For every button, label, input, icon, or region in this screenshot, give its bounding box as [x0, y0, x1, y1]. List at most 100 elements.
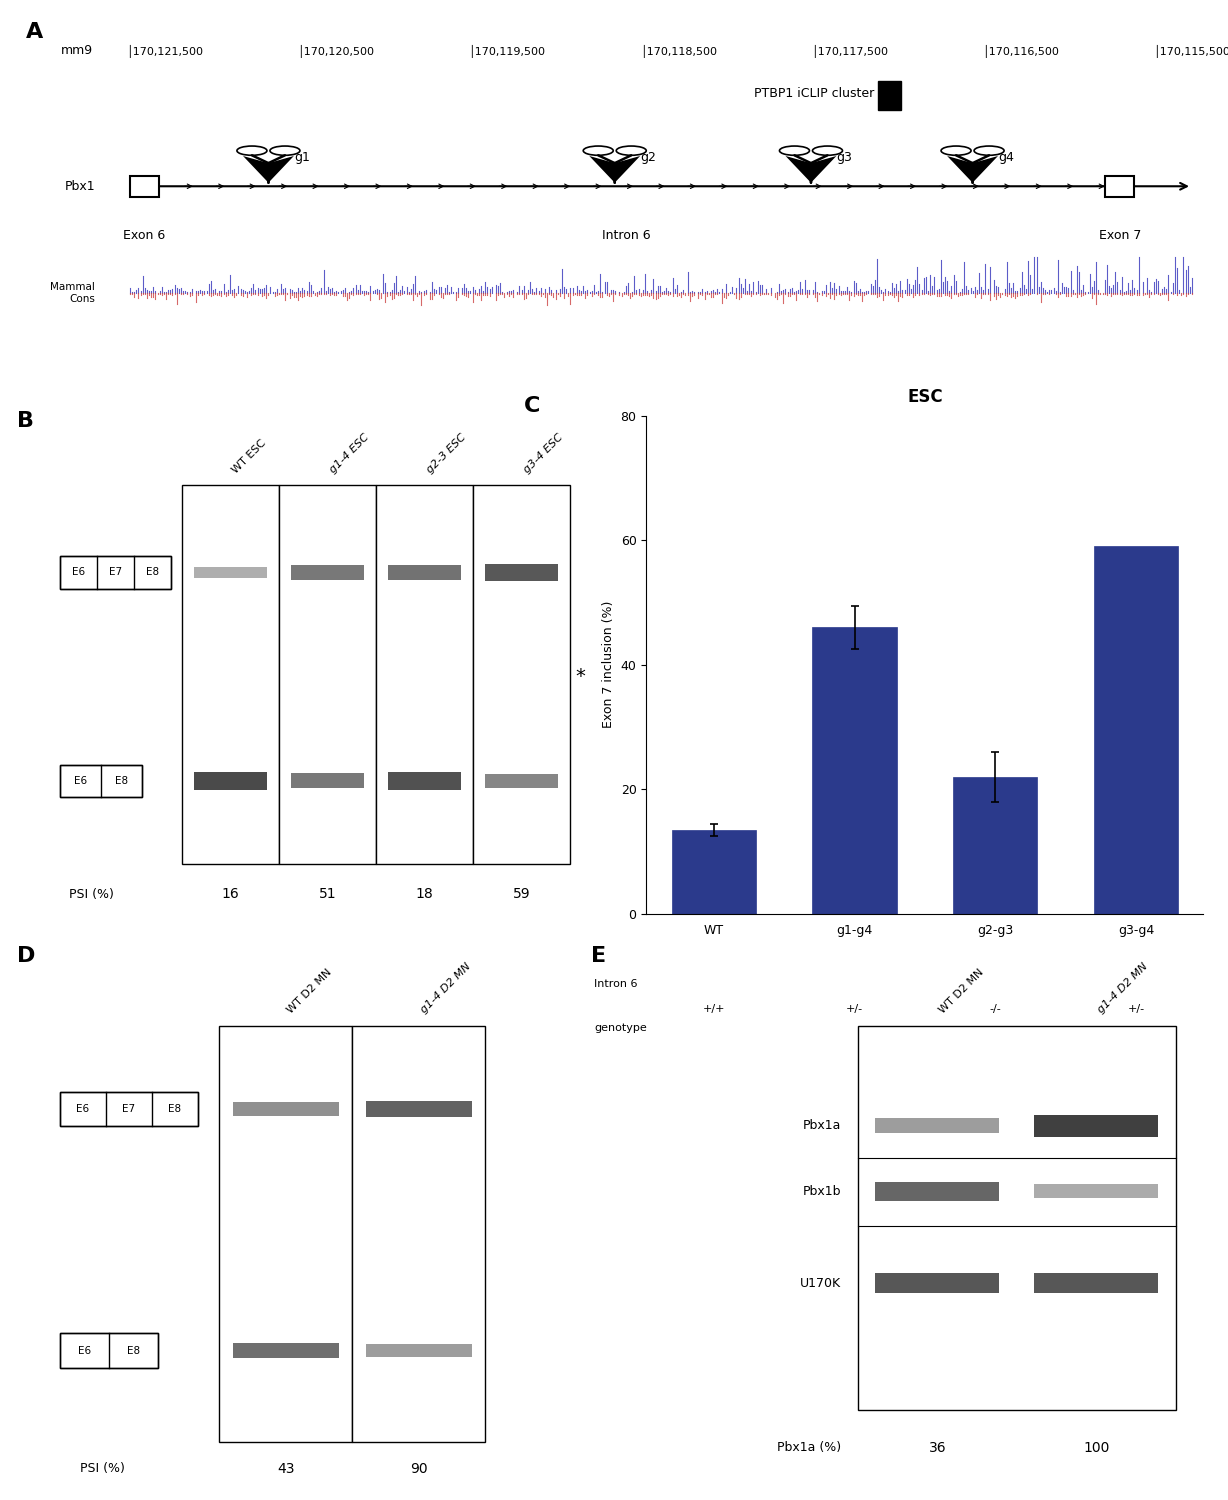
Text: E6: E6: [77, 1346, 91, 1356]
Text: Intron 6: Intron 6: [594, 980, 637, 990]
Bar: [858, 1026, 1175, 1410]
Text: │170,121,500: │170,121,500: [126, 45, 203, 57]
Bar: [876, 1182, 1000, 1200]
Bar: [194, 772, 266, 790]
Text: mm9: mm9: [60, 45, 93, 57]
Bar: [878, 81, 901, 110]
Bar: [812, 627, 896, 914]
Text: E8: E8: [146, 567, 160, 578]
Bar: [220, 1026, 352, 1443]
Text: U170K: U170K: [801, 1276, 841, 1290]
Text: E7: E7: [109, 567, 122, 578]
Polygon shape: [786, 156, 836, 183]
Bar: [60, 765, 142, 796]
Text: E8: E8: [115, 776, 128, 786]
Text: 36: 36: [928, 1440, 947, 1455]
Bar: [60, 1334, 158, 1368]
Bar: [672, 830, 756, 914]
Bar: [97, 556, 134, 588]
Bar: [60, 556, 172, 588]
Bar: [376, 486, 473, 864]
Text: 90: 90: [410, 1462, 427, 1476]
Text: WT D2 MN: WT D2 MN: [937, 966, 986, 1016]
Bar: [366, 1344, 472, 1358]
Text: 59: 59: [513, 886, 530, 902]
Bar: [134, 556, 172, 588]
Text: +/+: +/+: [702, 1005, 725, 1014]
Text: E: E: [591, 945, 605, 966]
Text: 100: 100: [1083, 1440, 1109, 1455]
Text: *: *: [576, 668, 586, 686]
Bar: [1034, 1274, 1158, 1293]
Bar: [485, 564, 559, 580]
Text: E8: E8: [168, 1104, 182, 1114]
Text: Pbx1a (%): Pbx1a (%): [777, 1442, 841, 1454]
Text: Pbx1b: Pbx1b: [803, 1185, 841, 1197]
Bar: [106, 1092, 152, 1126]
Text: │170,116,500: │170,116,500: [982, 45, 1059, 57]
Text: 51: 51: [319, 886, 336, 902]
Bar: [388, 566, 462, 580]
Text: WT D2 MN: WT D2 MN: [286, 966, 334, 1016]
Bar: [366, 1101, 472, 1118]
Text: │170,117,500: │170,117,500: [810, 45, 888, 57]
Text: E6: E6: [76, 1104, 90, 1114]
Bar: [485, 774, 559, 788]
Text: WT ESC: WT ESC: [231, 438, 268, 476]
Bar: [182, 486, 279, 864]
Text: E6: E6: [74, 776, 87, 786]
Text: E6: E6: [71, 567, 85, 578]
Text: genotype: genotype: [594, 1023, 647, 1034]
Text: A: A: [26, 22, 43, 42]
Bar: [60, 1092, 198, 1126]
Bar: [60, 1334, 158, 1368]
Bar: [352, 1026, 485, 1443]
Text: g3-4 ESC: g3-4 ESC: [522, 432, 565, 476]
Text: Mammal
Cons: Mammal Cons: [50, 282, 96, 304]
Text: │170,120,500: │170,120,500: [297, 45, 375, 57]
Bar: [291, 566, 363, 580]
Text: 16: 16: [222, 886, 239, 902]
Text: C: C: [523, 396, 540, 416]
Text: g1-4 ESC: g1-4 ESC: [328, 432, 371, 476]
Polygon shape: [589, 156, 640, 183]
Text: │170,115,500: │170,115,500: [1153, 45, 1228, 57]
Bar: [388, 772, 462, 789]
Bar: [291, 774, 363, 788]
Bar: [60, 1092, 198, 1126]
Text: Exon 6: Exon 6: [123, 230, 166, 242]
Bar: [1034, 1114, 1158, 1137]
Bar: [60, 1092, 106, 1126]
Bar: [130, 176, 158, 196]
Text: -/-: -/-: [990, 1005, 1001, 1014]
Bar: [60, 556, 172, 588]
Bar: [1034, 1185, 1158, 1198]
Title: ESC: ESC: [907, 387, 943, 405]
Text: g2-3 ESC: g2-3 ESC: [425, 432, 468, 476]
Text: 43: 43: [278, 1462, 295, 1476]
Text: g4: g4: [998, 152, 1014, 165]
Text: D: D: [17, 945, 36, 966]
Text: g1-4 D2 MN: g1-4 D2 MN: [419, 962, 473, 1016]
Bar: [60, 556, 97, 588]
Text: g3: g3: [836, 152, 852, 165]
Bar: [60, 765, 142, 796]
Y-axis label: Exon 7 inclusion (%): Exon 7 inclusion (%): [602, 602, 615, 729]
Bar: [152, 1092, 198, 1126]
Text: PSI (%): PSI (%): [69, 888, 114, 900]
Text: Intron 6: Intron 6: [602, 230, 651, 242]
Bar: [60, 765, 101, 796]
Bar: [876, 1274, 1000, 1293]
Polygon shape: [243, 156, 293, 183]
Text: 18: 18: [416, 886, 433, 902]
Polygon shape: [947, 156, 998, 183]
Text: +/-: +/-: [1127, 1005, 1144, 1014]
Text: E8: E8: [126, 1346, 140, 1356]
Text: g1: g1: [293, 152, 309, 165]
Bar: [109, 1334, 158, 1368]
Text: +/-: +/-: [846, 1005, 863, 1014]
Text: PTBP1 iCLIP cluster: PTBP1 iCLIP cluster: [754, 87, 874, 100]
Text: Pbx1a: Pbx1a: [803, 1119, 841, 1132]
Bar: [194, 567, 266, 578]
Bar: [101, 765, 142, 796]
